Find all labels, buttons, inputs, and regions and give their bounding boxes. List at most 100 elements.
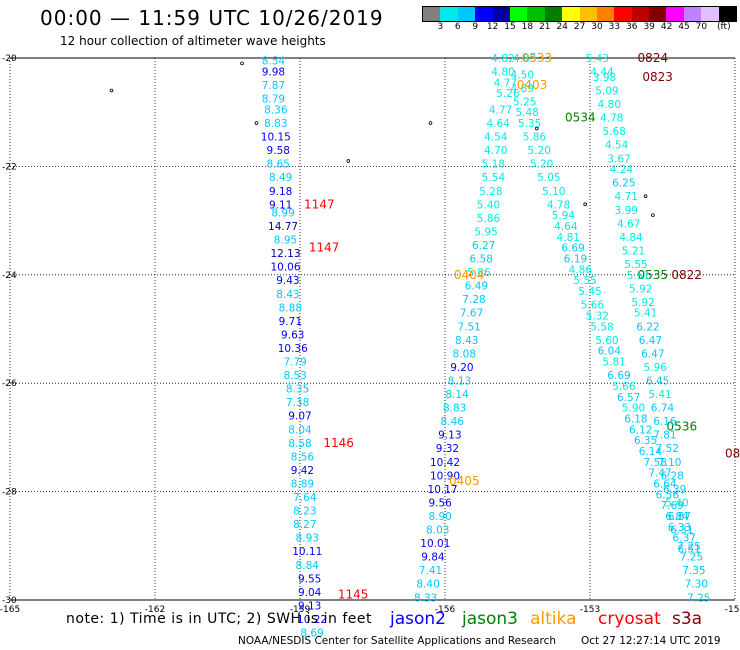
credit-line: NOAA/NESDIS Center for Satellite Applica…: [238, 635, 556, 647]
color-scale-bar: [422, 6, 738, 22]
swh-value: 9.04: [298, 587, 322, 599]
swh-value: 8.58: [288, 438, 311, 450]
island-marker: [651, 213, 655, 217]
x-tick-label: -165: [0, 605, 20, 615]
swh-value: 8.99: [271, 207, 294, 219]
y-tick-label: -22: [2, 162, 17, 172]
swh-value: 6.27: [472, 240, 495, 252]
swh-value: 8.08: [453, 348, 476, 360]
swh-value: 8.46: [441, 416, 465, 428]
swh-value: 8.49: [269, 172, 292, 184]
swh-value: 8.90: [428, 511, 451, 523]
swh-value: 8.83: [443, 403, 466, 415]
generated-timestamp: Oct 27 12:27:14 UTC 2019: [581, 635, 721, 647]
swh-value: 3.67: [607, 153, 630, 165]
color-scale-tick: 70: [695, 22, 708, 32]
color-swatch: [718, 7, 737, 21]
swh-value: 8.69: [300, 628, 323, 640]
swh-value: 9.63: [281, 329, 304, 341]
swh-value: 9.32: [436, 443, 459, 455]
x-tick-label: -153: [580, 605, 600, 615]
swh-value: 5.40: [477, 199, 500, 211]
swh-value: 7.69: [660, 500, 683, 512]
x-tick-label: -162: [145, 605, 165, 615]
swh-value: 4.64: [554, 221, 578, 233]
swh-value: 9.58: [267, 145, 290, 157]
swh-value: 6.33: [668, 522, 691, 534]
color-swatch: [701, 7, 719, 21]
mission-label-cryosat: cryosat: [598, 609, 661, 629]
swh-value: 8.79: [262, 94, 285, 106]
swh-value: 5.20: [530, 159, 553, 171]
swh-value: 7.64: [293, 492, 317, 504]
color-scale-tick: 27: [573, 22, 586, 32]
swh-value: 5.55: [573, 275, 596, 287]
pass-time-label: 1145: [338, 588, 369, 602]
pass-time-label: 0822: [671, 268, 702, 282]
swh-value: 8.89: [291, 478, 314, 490]
footer-note: note: 1) Time is in UTC; 2) SWH is in fe…: [66, 611, 373, 627]
swh-value: 4.77: [494, 77, 517, 89]
swh-value: 6.12: [629, 424, 652, 436]
swh-value: 7.79: [283, 357, 306, 369]
y-tick-label: -20: [2, 54, 17, 64]
swh-value: 8.83: [264, 118, 287, 130]
swh-value: 9.13: [438, 430, 461, 442]
swh-value: 8.36: [264, 104, 288, 116]
color-scale-tick: 15: [504, 22, 516, 32]
swh-value: 5.41: [648, 389, 671, 401]
swh-value: 8.14: [445, 389, 469, 401]
swh-value: 8.43: [455, 335, 478, 347]
color-swatch: [614, 7, 632, 21]
swh-value: 5.54: [482, 172, 506, 184]
swh-value: 8.27: [293, 519, 316, 531]
color-scale-tick: 24: [556, 22, 568, 32]
swh-value: 5.05: [537, 172, 560, 184]
swh-value: 5.86: [477, 213, 501, 225]
swh-value: 6.35: [634, 435, 657, 447]
swh-value: 8.13: [448, 375, 471, 387]
swh-value: 4.54: [484, 132, 508, 144]
swh-value: 5.26: [496, 88, 520, 100]
swh-value: 4.67: [617, 218, 640, 230]
swh-value: 6.74: [651, 403, 675, 415]
swh-value: 6.22: [636, 321, 659, 333]
swh-value: 5.18: [482, 159, 505, 171]
swh-value: 7.41: [419, 565, 442, 577]
island-marker: [643, 194, 648, 199]
swh-value: 5.32: [586, 310, 609, 322]
color-swatch: [596, 7, 615, 21]
pass-time-label: 0404: [454, 268, 485, 282]
swh-value: 6.58: [470, 254, 493, 266]
pass-time-label: 08: [725, 447, 740, 461]
swh-value: 5.92: [629, 283, 652, 295]
swh-value: 7.30: [685, 579, 708, 591]
color-scale-tick: 45: [678, 22, 690, 32]
swh-value: 10.17: [428, 484, 458, 496]
island-marker: [254, 121, 259, 125]
swh-value: 6.19: [564, 254, 587, 266]
swh-value: 10.11: [292, 546, 322, 558]
swh-value: 6.57: [617, 392, 640, 404]
swh-value: 5.55: [624, 259, 647, 271]
color-swatch: [440, 7, 458, 21]
swh-value: 4.80: [598, 99, 621, 111]
swh-value: 3.98: [593, 72, 616, 84]
pass-time-label: 0823: [642, 70, 673, 84]
swh-value: 6.14: [639, 446, 663, 458]
swh-value: 7.35: [682, 565, 705, 577]
y-tick-label: -28: [2, 488, 17, 498]
swh-value: 12.13: [270, 248, 300, 260]
swh-value: 9.18: [269, 186, 292, 198]
swh-value: 4.78: [600, 113, 623, 125]
swh-value: 8.88: [279, 302, 302, 314]
swh-value: 6.31: [670, 525, 693, 537]
mission-label-altika: altika: [530, 609, 577, 629]
color-scale-tick: 39: [643, 22, 655, 32]
swh-value: 6.49: [465, 281, 488, 293]
swh-value: 7.38: [286, 397, 309, 409]
mission-label-jason2: jason2: [390, 609, 446, 629]
swh-value: 5.21: [622, 245, 645, 257]
swh-value: 5.43: [586, 53, 609, 65]
